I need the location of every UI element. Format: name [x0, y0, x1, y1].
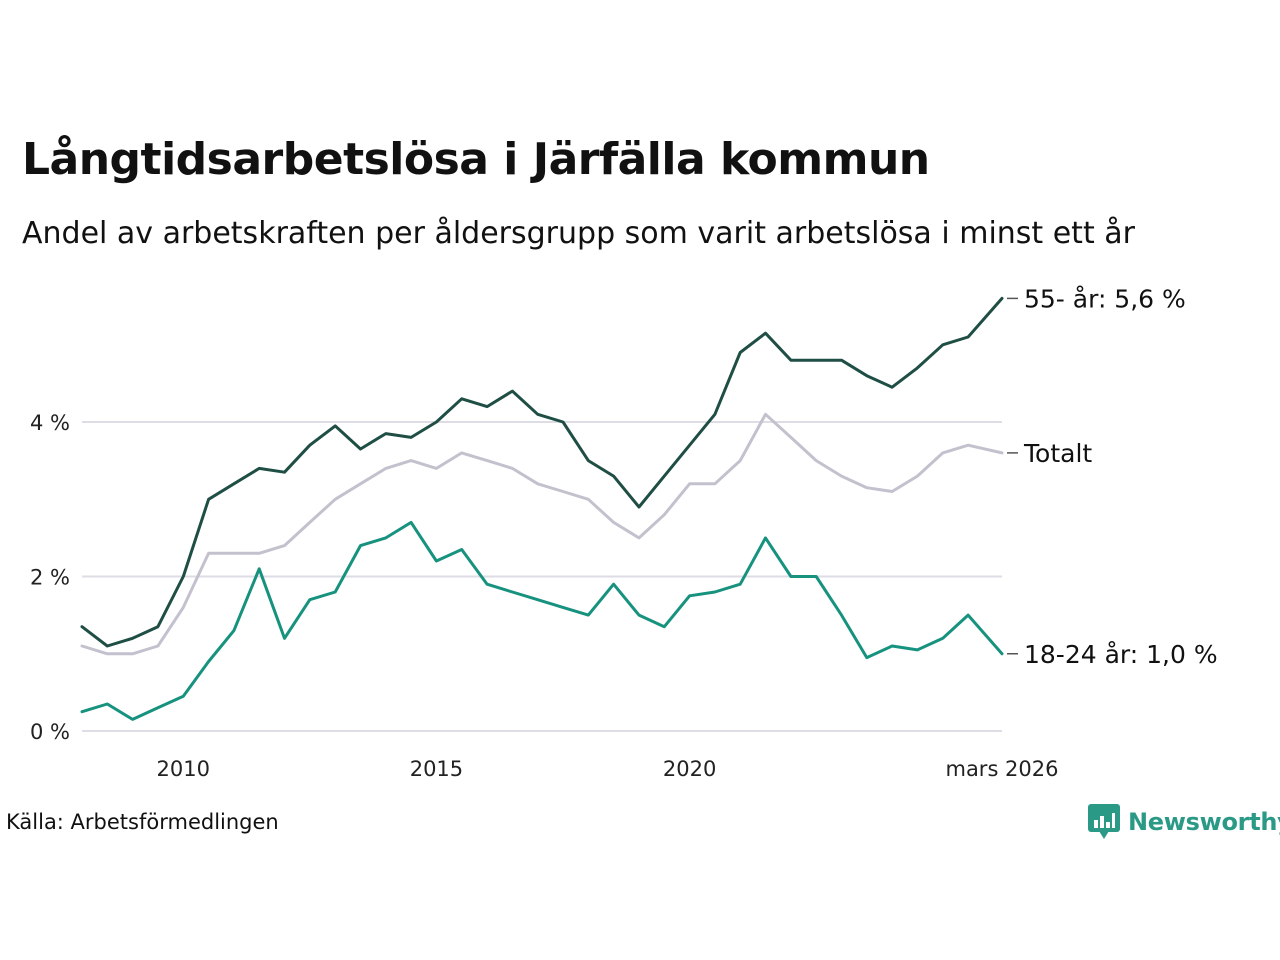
x-tick-label-2: 2020	[663, 757, 716, 781]
y-tick-label-2: 2 %	[30, 566, 70, 590]
series-1-line	[80, 412, 1004, 656]
y-tick-label-0: 0 %	[30, 720, 70, 744]
series-lines	[80, 296, 1004, 721]
grid-lines	[82, 421, 1002, 732]
series-end-labels: 55- år: 5,6 % Totalt 18-24 år: 1,0 %	[1007, 284, 1218, 669]
newsworthy-logo[interactable]: Newsworthy	[1088, 804, 1280, 840]
chart-subtitle: Andel av arbetskraften per åldersgrupp s…	[22, 216, 1135, 251]
y-axis-ticks: 0 % 2 % 4 %	[30, 411, 70, 744]
source-note: Källa: Arbetsförmedlingen	[6, 810, 279, 834]
x-tick-label-3: mars 2026	[945, 757, 1058, 781]
y-tick-label-4: 4 %	[30, 411, 70, 435]
series-0-line	[80, 296, 1004, 648]
newsworthy-logo-icon	[1088, 804, 1120, 839]
x-tick-label-1: 2015	[410, 757, 463, 781]
series-1-end-label: Totalt	[1023, 439, 1092, 468]
series-2-end-label: 18-24 år: 1,0 %	[1024, 640, 1218, 669]
series-2-line	[80, 520, 1004, 721]
chart-title: Långtidsarbetslösa i Järfälla kommun	[22, 134, 930, 185]
series-0-end-label: 55- år: 5,6 %	[1024, 284, 1186, 313]
newsworthy-logo-text: Newsworthy	[1128, 808, 1280, 836]
x-tick-label-0: 2010	[157, 757, 210, 781]
x-axis-ticks: 2010 2015 2020 mars 2026	[157, 757, 1059, 781]
